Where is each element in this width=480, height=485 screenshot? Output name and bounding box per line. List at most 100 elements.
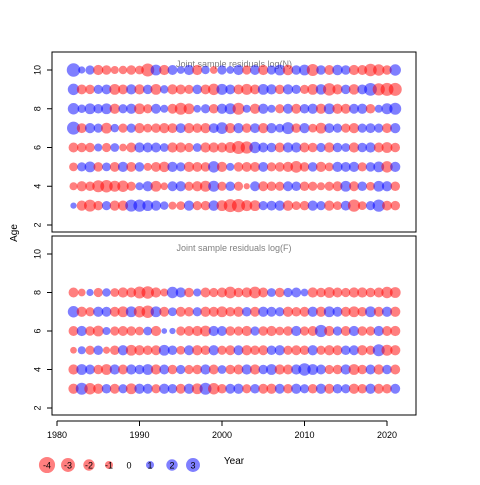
residual-bubble [184, 326, 194, 336]
residual-bubble [258, 364, 269, 375]
residual-bubble [233, 383, 244, 394]
residual-bubble [150, 364, 162, 375]
residual-bubble [365, 123, 376, 134]
residual-bubble [316, 287, 326, 298]
residual-bubble [315, 103, 327, 114]
residual-bubble [134, 142, 145, 153]
residual-bubble [332, 345, 343, 356]
residual-bubble [76, 181, 87, 192]
residual-bubble [241, 364, 252, 375]
panel-frame [51, 235, 417, 416]
residual-bubble [141, 305, 154, 318]
residual-bubble [208, 83, 220, 96]
residual-bubble [291, 325, 302, 337]
y-tick-label: 6 [32, 328, 42, 333]
residual-bubble [151, 123, 161, 133]
residual-bubble [332, 383, 343, 394]
residual-bubble [299, 84, 310, 94]
residual-bubble [233, 84, 244, 95]
panel-log-n: Joint sample residuals log(N) 2 4 6 8 10 [32, 51, 417, 233]
residual-bubble [167, 161, 178, 172]
residual-bubble [332, 181, 343, 192]
residual-bubble [100, 180, 113, 193]
residual-bubble [76, 123, 87, 134]
residual-bubble [183, 123, 195, 134]
residual-bubble [78, 66, 86, 74]
residual-bubble [134, 345, 145, 356]
residual-bubble [324, 345, 335, 356]
residual-bubble [249, 103, 261, 114]
residual-bubble [200, 306, 211, 317]
residual-bubble [133, 199, 146, 212]
residual-bubble [94, 143, 103, 152]
residual-bubble [150, 325, 162, 337]
residual-bubble [167, 142, 178, 153]
residual-bubble [176, 345, 186, 355]
residual-bubble [160, 288, 169, 297]
residual-bubble [283, 103, 293, 114]
residual-bubble [175, 142, 186, 153]
residual-bubble [332, 103, 343, 114]
residual-bubble [258, 123, 269, 134]
residual-bubble [373, 364, 384, 375]
residual-bubble [102, 326, 111, 336]
residual-bubble [382, 65, 392, 75]
residual-bubble [241, 345, 252, 356]
residual-bubble [125, 383, 137, 395]
residual-bubble [241, 161, 252, 172]
residual-bubble [193, 104, 202, 113]
residual-bubble [365, 201, 376, 211]
residual-bubble [93, 287, 103, 298]
residual-bubble [117, 161, 129, 172]
residual-bubble [109, 306, 120, 317]
residual-bubble [307, 326, 318, 336]
residual-bubble [299, 64, 310, 76]
residual-bubble [283, 287, 293, 298]
residual-bubble [216, 161, 228, 172]
residual-bubble [208, 383, 220, 395]
residual-bubble [217, 365, 227, 374]
residual-bubble [307, 162, 318, 172]
residual-bubble [340, 103, 351, 114]
residual-bubble [291, 181, 302, 192]
residual-bubble [390, 364, 401, 375]
residual-bubble [258, 142, 269, 153]
residual-bubble [266, 65, 277, 75]
legend-label: -3 [64, 461, 72, 471]
residual-bubble [109, 161, 120, 172]
residual-bubble [348, 364, 360, 375]
residual-bubble [200, 200, 211, 211]
residual-bubble [307, 200, 318, 211]
residual-bubble [365, 142, 376, 153]
residual-bubble [216, 306, 228, 318]
residual-bubble [372, 199, 385, 212]
y-tick-label: 4 [32, 367, 42, 372]
residual-bubble [167, 65, 178, 75]
residual-bubble [340, 345, 351, 356]
residual-bubble [233, 287, 244, 298]
residual-bubble [142, 84, 153, 95]
residual-bubble [266, 162, 277, 172]
residual-bubble [332, 123, 343, 133]
residual-bubble [85, 345, 95, 355]
residual-bubble [274, 162, 285, 172]
residual-bubble [118, 364, 128, 375]
residual-bubble [84, 383, 96, 395]
residual-bubble [151, 142, 161, 153]
residual-bubble [382, 200, 392, 211]
residual-bubble [102, 162, 111, 172]
residual-bubble [142, 142, 153, 153]
residual-bubble [126, 142, 137, 153]
residual-bubble [250, 181, 260, 192]
residual-bubble [118, 84, 128, 95]
residual-bubble [70, 346, 77, 354]
residual-bubble [208, 306, 219, 317]
residual-bubble [365, 345, 376, 355]
residual-bubble [93, 64, 104, 76]
residual-bubble [118, 65, 128, 75]
residual-bubble [225, 345, 236, 356]
residual-bubble [200, 104, 211, 114]
residual-bubble [258, 161, 269, 172]
residual-bubble [225, 383, 236, 394]
